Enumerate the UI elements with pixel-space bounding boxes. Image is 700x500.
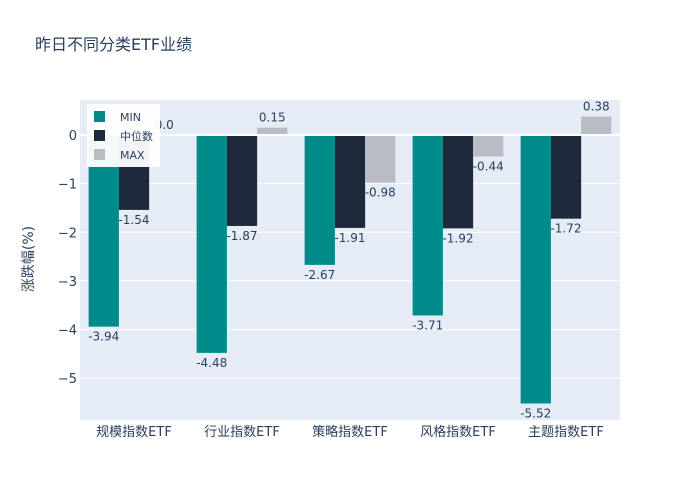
bar — [365, 135, 396, 183]
data-label: -0.44 — [473, 159, 504, 173]
bar — [196, 135, 227, 353]
bar — [550, 135, 582, 219]
data-label: -1.92 — [442, 231, 473, 245]
y-axis-label: 涨跌幅(%) — [21, 226, 37, 292]
data-label: -0.98 — [365, 186, 396, 200]
y-axis-ticks: 0 −1 −2 −3 −4 −5 — [58, 129, 77, 387]
chart-title: 昨日不同分类ETF业绩 — [35, 35, 192, 54]
x-axis-ticks: 规模指数ETF 行业指数ETF 策略指数ETF 风格指数ETF 主题指数ETF — [96, 424, 604, 440]
x-tick-label: 规模指数ETF — [96, 425, 172, 440]
data-label: -3.94 — [88, 330, 119, 344]
bar — [581, 116, 612, 136]
bar — [473, 135, 504, 157]
bar — [442, 135, 474, 229]
legend-swatch — [94, 111, 105, 122]
y-tick-label: −5 — [58, 372, 77, 387]
legend: MIN 中位数 MAX — [87, 104, 160, 167]
data-label: 0.15 — [259, 111, 286, 125]
legend-swatch — [94, 130, 105, 141]
legend-label: 中位数 — [120, 129, 153, 143]
bar — [334, 135, 366, 228]
data-label: -5.52 — [520, 406, 551, 420]
legend-label: MAX — [120, 149, 145, 162]
y-tick-label: −1 — [58, 178, 77, 193]
data-label: -1.72 — [550, 222, 581, 236]
data-label: -2.67 — [304, 268, 335, 282]
bar — [520, 135, 551, 404]
data-label: -4.48 — [196, 356, 227, 370]
x-tick-label: 风格指数ETF — [420, 424, 496, 440]
legend-label: MIN — [120, 111, 141, 124]
y-tick-label: −4 — [58, 324, 77, 339]
data-label: -1.91 — [334, 231, 365, 245]
y-tick-label: −3 — [58, 275, 77, 290]
x-tick-label: 策略指数ETF — [312, 424, 388, 440]
bar — [257, 127, 288, 136]
x-tick-label: 行业指数ETF — [204, 425, 280, 440]
x-tick-label: 主题指数ETF — [528, 425, 604, 440]
legend-swatch — [94, 149, 105, 160]
data-label: -1.54 — [118, 213, 149, 227]
data-label: -1.87 — [226, 229, 257, 243]
y-tick-label: −2 — [58, 226, 77, 241]
data-label: 0.38 — [583, 100, 610, 114]
bar — [226, 135, 258, 226]
data-labels: -3.94-1.540.0-4.48-1.870.15-2.67-1.91-0.… — [88, 100, 609, 421]
data-label: -3.71 — [412, 318, 443, 332]
y-tick-label: 0 — [69, 129, 77, 144]
bar — [304, 135, 335, 265]
bar — [412, 135, 443, 316]
